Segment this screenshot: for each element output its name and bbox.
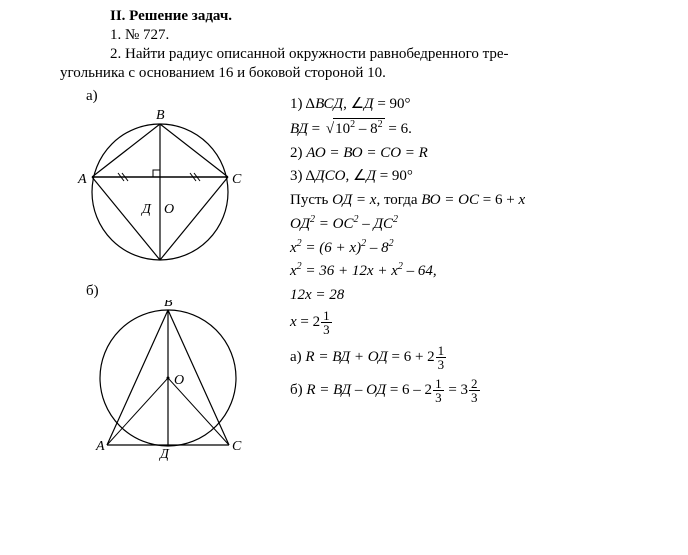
figure-b-svg: А В С Д О — [60, 300, 260, 465]
ans-a-den: 3 — [436, 357, 447, 371]
s10-lhs: х — [290, 314, 297, 330]
ans-b-frac1: 13 — [433, 377, 444, 404]
ans-a-frac: 13 — [436, 344, 447, 371]
fig-a-right-angle — [153, 170, 160, 177]
s4-post: = 90° — [376, 168, 413, 184]
page-root: II. Решение задач. 1. № 727. 2. Найти ра… — [0, 0, 688, 465]
s2-rad: 102 – 82 — [333, 118, 385, 141]
ans-b-pre: б) — [290, 382, 306, 398]
fig-a-label-d: Д — [140, 202, 152, 217]
step-4: 3) ΔДСО, ∠Д = 90° — [290, 166, 628, 188]
item-2-line1: 2. Найти радиус описанной окружности рав… — [110, 46, 628, 63]
s1-mid: , ∠ — [343, 96, 364, 112]
s7-body: х2 = (6 + х)2 – 82 — [290, 240, 394, 256]
figures-column: а) А В С Д О б) — [60, 84, 290, 465]
s10-frac: 13 — [321, 309, 332, 336]
fig-a-bc — [160, 124, 228, 177]
s4-pre: 3) Δ — [290, 168, 315, 184]
figure-b-label: б) — [86, 283, 290, 300]
step-3: 2) АО = ВО = СО = R — [290, 143, 628, 165]
fig-a-ab — [92, 124, 160, 177]
fig-a-c-bot — [160, 177, 228, 260]
s1-post: = 90° — [374, 96, 411, 112]
s4-ang: Д — [366, 168, 376, 184]
fig-a-label-o: О — [164, 202, 174, 217]
fig-b-center — [167, 377, 170, 380]
ans-a-pre: а) — [290, 349, 305, 365]
solution-column: 1) ΔВСД, ∠Д = 90° ВД = 102 – 82 = 6. 2) … — [290, 84, 628, 465]
fig-b-label-b: В — [164, 300, 173, 310]
s3-pre: 2) — [290, 145, 306, 161]
s1-pre: 1) Δ — [290, 96, 315, 112]
fig-b-label-o: О — [174, 373, 184, 388]
s4-tri: ДСО — [315, 168, 345, 184]
s2-eq: = — [308, 121, 324, 137]
step-6: ОД2 = ОС2 – ДС2 — [290, 214, 628, 236]
step-9: 12х = 28 — [290, 285, 628, 307]
step-1: 1) ΔВСД, ∠Д = 90° — [290, 94, 628, 116]
item-1: 1. № 727. — [110, 27, 628, 44]
s8-body: х2 = 36 + 12х + х2 – 64, — [290, 263, 437, 279]
item-2-line2: угольника с основанием 16 и боковой стор… — [60, 65, 628, 82]
s5-post: = 6 + — [479, 192, 518, 208]
ans-a-lhs: R = ВД + ОД — [305, 349, 387, 365]
s2-lhs: ВД — [290, 121, 308, 137]
answer-b: б) R = ВД – ОД = 6 – 213 = 323 — [290, 377, 628, 404]
ans-b-den1: 3 — [433, 390, 444, 404]
s5-x: х — [518, 192, 525, 208]
s6-body: ОД2 = ОС2 – ДС2 — [290, 216, 398, 232]
fig-a-a-bot — [92, 177, 160, 260]
fig-b-ao — [107, 378, 168, 445]
fig-b-ab — [107, 310, 168, 445]
ans-b-den2: 3 — [469, 390, 480, 404]
step-10: х = 213 — [290, 309, 628, 336]
fig-a-label-c: С — [232, 172, 242, 187]
ans-b-frac2: 23 — [469, 377, 480, 404]
s10-den: 3 — [321, 322, 332, 336]
ans-b-eq: = 6 – 2 — [386, 382, 432, 398]
fig-a-label-a: А — [77, 172, 87, 187]
figure-a-label: а) — [86, 88, 290, 105]
ans-b-num2: 2 — [469, 377, 480, 390]
ans-a-num: 1 — [436, 344, 447, 357]
ans-b-num1: 1 — [433, 377, 444, 390]
s1-tri: ВСД — [315, 96, 343, 112]
ans-b-mid: = 3 — [445, 382, 468, 398]
s5-mid: , тогда — [376, 192, 421, 208]
s5-pre: Пусть — [290, 192, 332, 208]
s10-num: 1 — [321, 309, 332, 322]
answer-a: а) R = ВД + ОД = 6 + 213 — [290, 344, 628, 371]
figure-a-svg: А В С Д О — [60, 105, 260, 275]
step-7: х2 = (6 + х)2 – 82 — [290, 238, 628, 260]
content-columns: а) А В С Д О б) — [60, 84, 628, 465]
ans-b-lhs: R = ВД – ОД — [306, 382, 386, 398]
s4-mid: , ∠ — [345, 168, 366, 184]
s5-b: ВО = ОС — [421, 192, 479, 208]
ans-a-eq: = 6 + 2 — [388, 349, 435, 365]
fig-b-label-a: А — [95, 439, 105, 454]
fig-a-label-b: В — [156, 108, 165, 123]
fig-b-label-c: С — [232, 439, 242, 454]
s5-a: ОД = х — [332, 192, 376, 208]
s10-eq: = 2 — [297, 314, 320, 330]
sqrt-icon: 102 – 82 — [324, 118, 385, 141]
fig-b-label-d: Д — [158, 447, 170, 462]
s2-rhs: = 6. — [385, 121, 412, 137]
s3-body: АО = ВО = СО = R — [306, 145, 428, 161]
step-8: х2 = 36 + 12х + х2 – 64, — [290, 261, 628, 283]
s1-ang: Д — [364, 96, 374, 112]
section-heading: II. Решение задач. — [110, 8, 628, 25]
fig-b-co — [168, 378, 229, 445]
step-2: ВД = 102 – 82 = 6. — [290, 118, 628, 141]
step-5: Пусть ОД = х, тогда ВО = ОС = 6 + х — [290, 190, 628, 212]
